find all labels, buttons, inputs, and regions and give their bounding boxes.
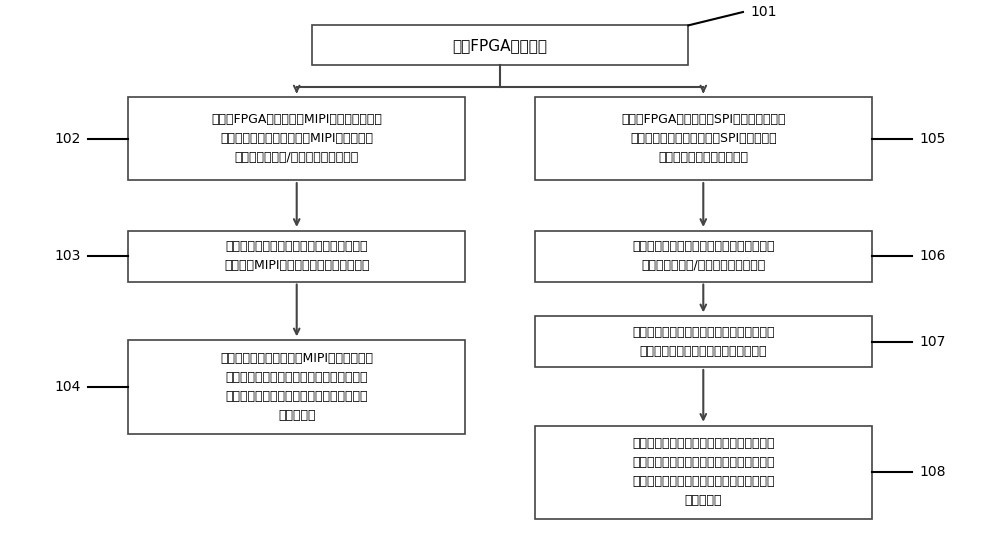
FancyBboxPatch shape (128, 97, 465, 180)
FancyBboxPatch shape (535, 231, 872, 282)
Text: 所述解码数据通过预置任务处理模块写入预
置第一帧缓冲区/预置第二帧缓冲区中: 所述解码数据通过预置任务处理模块写入预 置第一帧缓冲区/预置第二帧缓冲区中 (632, 240, 775, 272)
Text: 当所述FPGA输入信号为SPI信号时，则基于
预置命令解码模块，对所述SPI信号进行解
码转换处理，生成解码数据: 当所述FPGA输入信号为SPI信号时，则基于 预置命令解码模块，对所述SPI信号… (621, 114, 786, 164)
Text: 108: 108 (919, 465, 946, 479)
Text: 所述第二帧缓冲区和所述第一帧缓冲区交替
输出所述解码数据至预置图像处理模块: 所述第二帧缓冲区和所述第一帧缓冲区交替 输出所述解码数据至预置图像处理模块 (632, 325, 775, 358)
FancyBboxPatch shape (312, 25, 688, 66)
Text: 105: 105 (919, 132, 946, 146)
FancyBboxPatch shape (128, 340, 465, 434)
Text: 所述第二帧缓冲区和所述第一帧缓冲区交替
输出所述MIPI信号至预置图像处理模块中: 所述第二帧缓冲区和所述第一帧缓冲区交替 输出所述MIPI信号至预置图像处理模块中 (224, 240, 369, 272)
FancyBboxPatch shape (535, 426, 872, 519)
Text: 所述图像处理模块将所述MIPI信号分析转换
为显示数据，以及所述图像处理模块输出所
述显示数据经过预置查找表驱动器传输至外
界显示屏中: 所述图像处理模块将所述MIPI信号分析转换 为显示数据，以及所述图像处理模块输出… (220, 352, 373, 422)
Text: 所述图像处理模块将所述解码数据分析转换
为显示数据，以及所述图像处理模块输出所
述显示数据经过预置查找表驱动器传输至外
界显示屏中: 所述图像处理模块将所述解码数据分析转换 为显示数据，以及所述图像处理模块输出所 … (632, 437, 775, 507)
Text: 104: 104 (54, 380, 81, 394)
Text: 103: 103 (54, 249, 81, 263)
FancyBboxPatch shape (128, 231, 465, 282)
Text: 接收FPGA输入信号: 接收FPGA输入信号 (453, 38, 548, 53)
Text: 当所述FPGA输入信号为MIPI信号时，则通过
预置任务处理模块，将所述MIPI信号写入预
置第一帧缓冲区/预置第二帧缓冲区中: 当所述FPGA输入信号为MIPI信号时，则通过 预置任务处理模块，将所述MIPI… (211, 114, 382, 164)
FancyBboxPatch shape (535, 97, 872, 180)
FancyBboxPatch shape (535, 316, 872, 367)
Text: 102: 102 (54, 132, 81, 146)
Text: 101: 101 (751, 5, 777, 19)
Text: 106: 106 (919, 249, 946, 263)
Text: 107: 107 (919, 335, 946, 349)
